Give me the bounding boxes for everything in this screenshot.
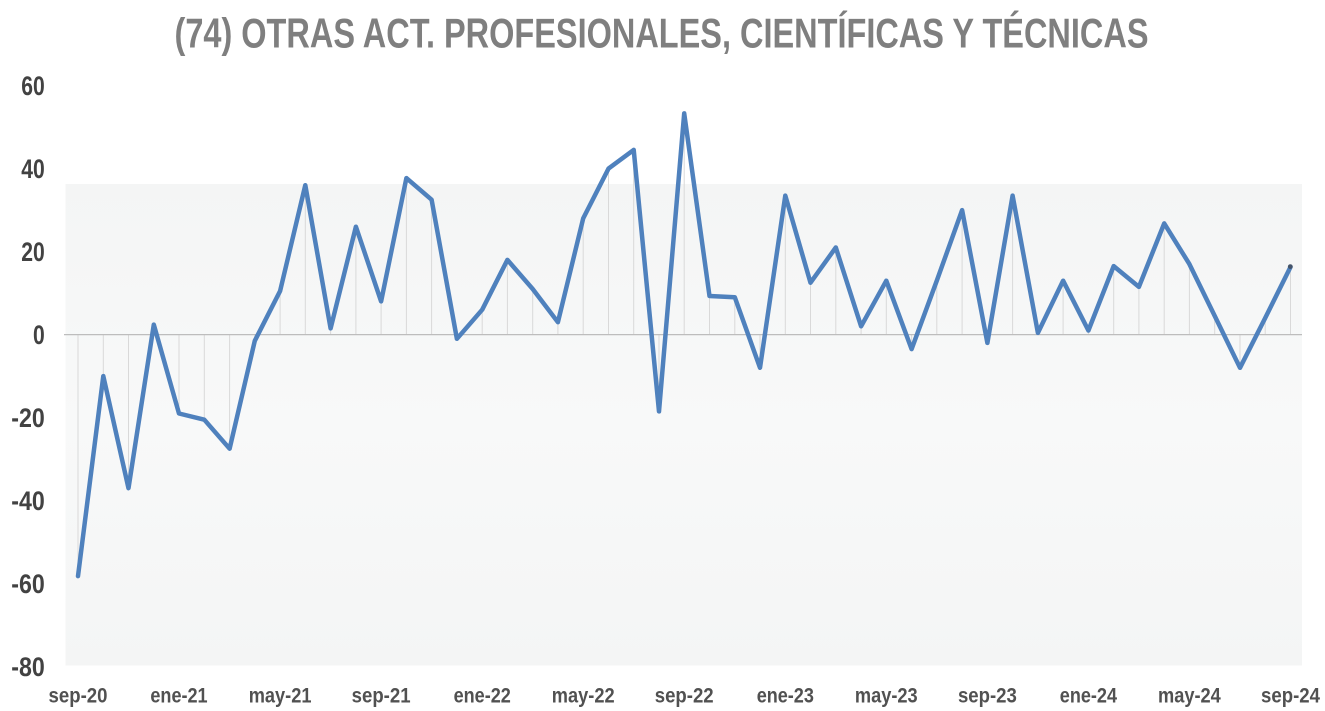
svg-text:40: 40: [21, 154, 45, 184]
svg-text:sep-20: sep-20: [49, 684, 108, 708]
svg-text:may-21: may-21: [249, 684, 312, 708]
svg-text:20: 20: [21, 237, 45, 267]
svg-text:may-22: may-22: [552, 684, 615, 708]
svg-text:may-23: may-23: [855, 684, 918, 708]
svg-text:-40: -40: [11, 486, 45, 516]
svg-text:ene-23: ene-23: [757, 684, 814, 708]
svg-text:-80: -80: [11, 652, 45, 682]
svg-text:sep-22: sep-22: [655, 684, 714, 708]
svg-text:(74) OTRAS ACT. PROFESIONALES,: (74) OTRAS ACT. PROFESIONALES, CIENTÍFIC…: [175, 10, 1149, 57]
svg-text:ene-22: ene-22: [454, 684, 511, 708]
svg-text:ene-24: ene-24: [1060, 684, 1117, 708]
svg-text:sep-21: sep-21: [352, 684, 411, 708]
svg-text:0: 0: [33, 320, 45, 350]
svg-text:ene-21: ene-21: [150, 684, 207, 708]
svg-text:-20: -20: [11, 403, 45, 433]
svg-text:-60: -60: [11, 569, 45, 599]
svg-text:sep-23: sep-23: [958, 684, 1017, 708]
svg-text:may-24: may-24: [1158, 684, 1221, 708]
svg-text:sep-24: sep-24: [1261, 684, 1320, 708]
svg-text:60: 60: [21, 71, 45, 101]
